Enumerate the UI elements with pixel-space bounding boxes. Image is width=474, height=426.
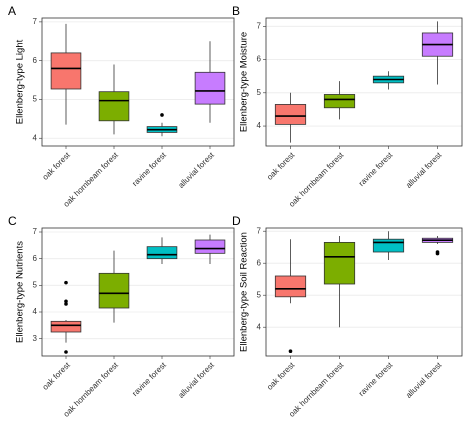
x-tick-label: ravine forest <box>130 360 168 398</box>
x-tick-label: alluvial forest <box>177 360 217 400</box>
x-tick-label: oak hornbeam forest <box>62 150 121 209</box>
box <box>372 238 405 253</box>
plot-border <box>41 227 235 357</box>
y-tick-label: 5 <box>257 88 262 97</box>
x-tick-label: oak forest <box>41 150 73 182</box>
y-tick-label: 5 <box>33 95 38 104</box>
outlier <box>160 113 164 117</box>
outlier <box>288 349 293 354</box>
outlier <box>64 280 68 285</box>
box <box>98 272 130 309</box>
x-tick-label: alluvial forest <box>177 150 217 190</box>
y-tick-label: 7 <box>257 21 262 30</box>
y-axis-title: Ellenberg-type Moisture <box>239 32 250 132</box>
box <box>323 94 356 109</box>
y-axis-title: Ellenberg-type Nutrients <box>15 241 26 343</box>
y-tick-label: 6 <box>257 55 262 64</box>
x-tick-label: oak hornbeam forest <box>62 360 121 419</box>
y-tick-label: 7 <box>33 227 38 236</box>
y-axis-title: Ellenberg-type Light <box>15 39 26 124</box>
x-tick-label: ravine forest <box>130 150 168 188</box>
box <box>323 241 356 285</box>
y-tick-label: 3 <box>33 334 38 343</box>
panel-label: C <box>8 214 17 228</box>
outlier <box>64 350 68 354</box>
x-tick-label: oak forest <box>265 150 297 182</box>
y-tick-label: 6 <box>257 258 262 267</box>
y-tick-label: 4 <box>33 307 38 316</box>
outlier <box>64 299 68 304</box>
y-tick-label: 5 <box>257 290 262 299</box>
x-tick-label: oak hornbeam forest <box>287 360 346 419</box>
y-tick-label: 7 <box>33 17 38 26</box>
y-axis-title: Ellenberg-type Soil Reaction <box>239 232 250 352</box>
panel-label: B <box>232 4 240 18</box>
x-tick-label: oak forest <box>265 360 297 392</box>
panel-label: D <box>232 214 241 228</box>
plot-border <box>265 17 463 147</box>
x-tick-label: oak hornbeam forest <box>287 150 346 209</box>
y-tick-label: 6 <box>33 56 38 65</box>
box <box>146 246 178 260</box>
box <box>274 275 307 298</box>
x-tick-label: alluvial forest <box>404 150 444 190</box>
y-tick-label: 4 <box>257 121 262 130</box>
box <box>50 52 82 90</box>
y-tick-label: 6 <box>33 254 38 263</box>
plot-border <box>41 17 235 147</box>
box <box>194 239 226 254</box>
y-tick-label: 5 <box>33 280 38 289</box>
box <box>98 91 130 122</box>
x-tick-label: oak forest <box>41 360 73 392</box>
x-tick-label: alluvial forest <box>404 360 444 400</box>
y-tick-label: 4 <box>257 322 262 331</box>
x-tick-label: ravine forest <box>357 360 395 398</box>
box <box>274 104 307 125</box>
plot-border <box>265 227 463 357</box>
x-tick-label: ravine forest <box>357 150 395 188</box>
panel-label: A <box>8 4 16 18</box>
y-tick-label: 7 <box>257 226 262 235</box>
box <box>50 320 82 333</box>
outlier <box>64 302 68 306</box>
box <box>194 71 226 105</box>
outlier <box>435 250 440 254</box>
y-tick-label: 4 <box>33 133 38 142</box>
